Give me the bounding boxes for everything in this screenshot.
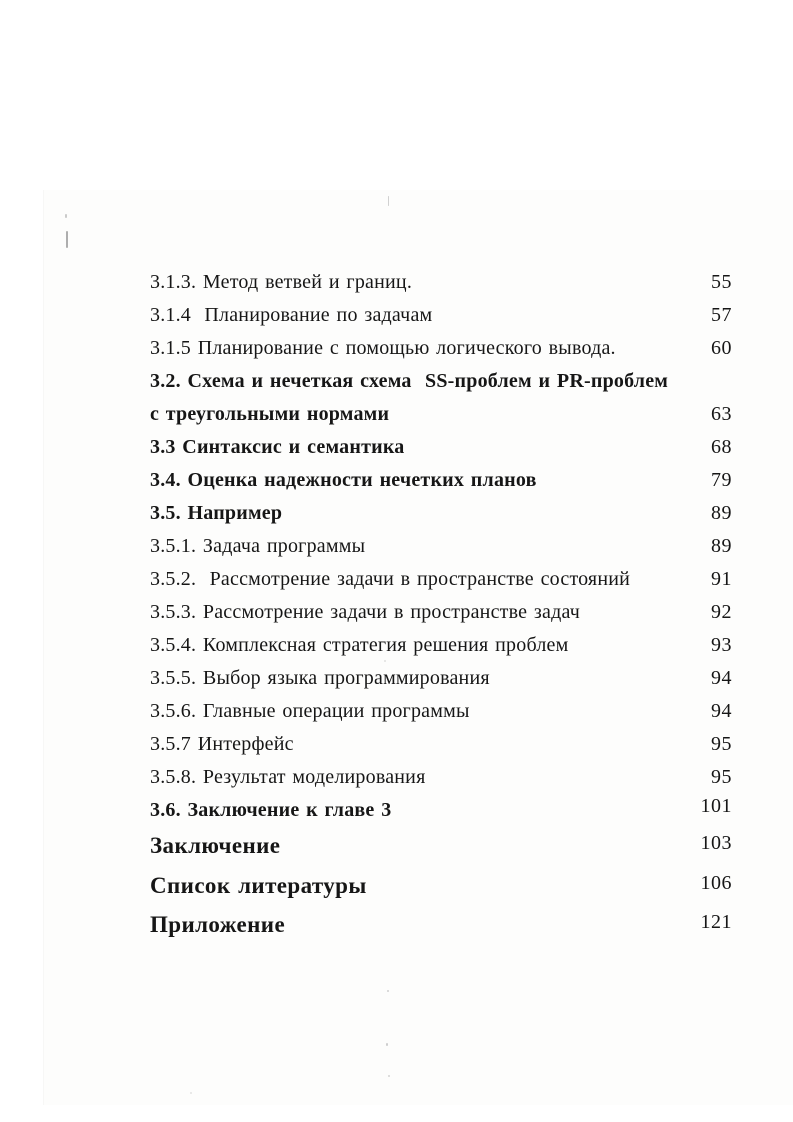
toc-entry: 3.5.2. Рассмотрение задачи в пространств… xyxy=(150,563,732,596)
toc-entry: 3.1.3. Метод ветвей и границ. 55 xyxy=(150,266,732,299)
table-of-contents: 3.1.3. Метод ветвей и границ. 55 3.1.4 П… xyxy=(150,266,732,946)
toc-entry-page: 63 xyxy=(711,403,732,425)
toc-entry-page: 89 xyxy=(711,502,732,524)
toc-entry-page: 121 xyxy=(700,911,732,933)
toc-entry-page: 95 xyxy=(711,766,732,788)
scan-artifact xyxy=(190,1092,192,1094)
toc-entry-page: 68 xyxy=(711,436,732,458)
toc-entry-title: 3.5.7 Интерфейс xyxy=(150,733,294,755)
scan-artifact xyxy=(388,1075,390,1077)
toc-entry-page: 92 xyxy=(711,601,732,623)
toc-entry: Приложение 121 xyxy=(150,906,732,946)
toc-entry: 3.5.3. Рассмотрение задачи в пространств… xyxy=(150,596,732,629)
toc-entry: Список литературы 106 xyxy=(150,867,732,907)
toc-entry: 3.5.8. Результат моделирования 95 xyxy=(150,761,732,794)
scan-artifact xyxy=(386,1043,388,1046)
toc-entry-title: 3.3 Синтаксис и семантика xyxy=(150,436,405,458)
toc-entry-page: 106 xyxy=(700,871,732,894)
toc-entry-page: 57 xyxy=(711,304,732,326)
toc-entry: 3.5. Например 89 xyxy=(150,497,732,530)
toc-entry-page: 95 xyxy=(711,733,732,755)
scan-artifact xyxy=(66,231,68,248)
toc-entry: 3.1.4 Планирование по задачам 57 xyxy=(150,299,732,332)
toc-entry-title: 3.5.3. Рассмотрение задачи в пространств… xyxy=(150,601,580,623)
toc-entry-title: 3.5. Например xyxy=(150,502,283,524)
toc-entry-title: Заключение xyxy=(150,833,281,858)
toc-entry-page: 94 xyxy=(711,667,732,689)
toc-entry-title: Приложение xyxy=(150,912,286,937)
toc-entry: 3.3 Синтаксис и семантика 68 xyxy=(150,431,732,464)
toc-entry-title: 3.1.4 Планирование по задачам xyxy=(150,304,433,326)
scan-artifact xyxy=(384,660,386,662)
toc-entry-title: 3.5.1. Задача программы xyxy=(150,535,366,557)
toc-entry: 3.5.4. Комплексная стратегия решения про… xyxy=(150,629,732,662)
toc-entry-title: 3.2. Схема и нечеткая схема SS-проблем и… xyxy=(150,370,675,425)
toc-entry: 3.5.1. Задача программы 89 xyxy=(150,530,732,563)
toc-entry: 3.5.7 Интерфейс 95 xyxy=(150,728,732,761)
toc-entry-title: 3.1.3. Метод ветвей и границ. xyxy=(150,271,413,293)
toc-entry-page: 103 xyxy=(700,832,732,854)
scan-paper-area xyxy=(43,190,793,1105)
toc-entry-page: 93 xyxy=(711,634,732,656)
toc-entry-page: 91 xyxy=(711,568,732,590)
toc-entry: 3.1.5 Планирование с помощью логического… xyxy=(150,332,732,365)
toc-entry-page: 79 xyxy=(711,469,732,491)
toc-entry-page: 89 xyxy=(711,535,732,557)
toc-entry-page: 55 xyxy=(711,271,732,293)
toc-entry-title: 3.5.8. Результат моделирования xyxy=(150,766,426,788)
scan-artifact xyxy=(388,196,389,206)
toc-entry: 3.4. Оценка надежности нечетких планов 7… xyxy=(150,464,732,497)
toc-entry-title: 3.1.5 Планирование с помощью логического… xyxy=(150,337,616,359)
toc-entry-page: 101 xyxy=(700,795,732,817)
toc-entry-title: 3.5.2. Рассмотрение задачи в пространств… xyxy=(150,568,631,590)
toc-entry: 3.2. Схема и нечеткая схема SS-проблем и… xyxy=(150,365,732,431)
toc-entry-page: 94 xyxy=(711,700,732,722)
toc-entry-title: 3.5.5. Выбор языка программирования xyxy=(150,667,490,689)
toc-entry-title: 3.5.4. Комплексная стратегия решения про… xyxy=(150,634,569,656)
toc-entry-title: 3.6. Заключение к главе 3 xyxy=(150,799,392,821)
scan-artifact xyxy=(387,990,389,992)
toc-entry: Заключение 103 xyxy=(150,827,732,867)
toc-entry: 3.5.5. Выбор языка программирования 94 xyxy=(150,662,732,695)
toc-entry: 3.6. Заключение к главе 3 101 xyxy=(150,794,732,827)
toc-entry: 3.5.6. Главные операции программы 94 xyxy=(150,695,732,728)
toc-entry-title: 3.5.6. Главные операции программы xyxy=(150,700,470,722)
toc-entry-title: 3.4. Оценка надежности нечетких планов xyxy=(150,469,537,491)
toc-entry-title: Список литературы xyxy=(150,872,367,898)
scan-artifact xyxy=(65,214,67,218)
toc-entry-page: 60 xyxy=(711,337,732,359)
